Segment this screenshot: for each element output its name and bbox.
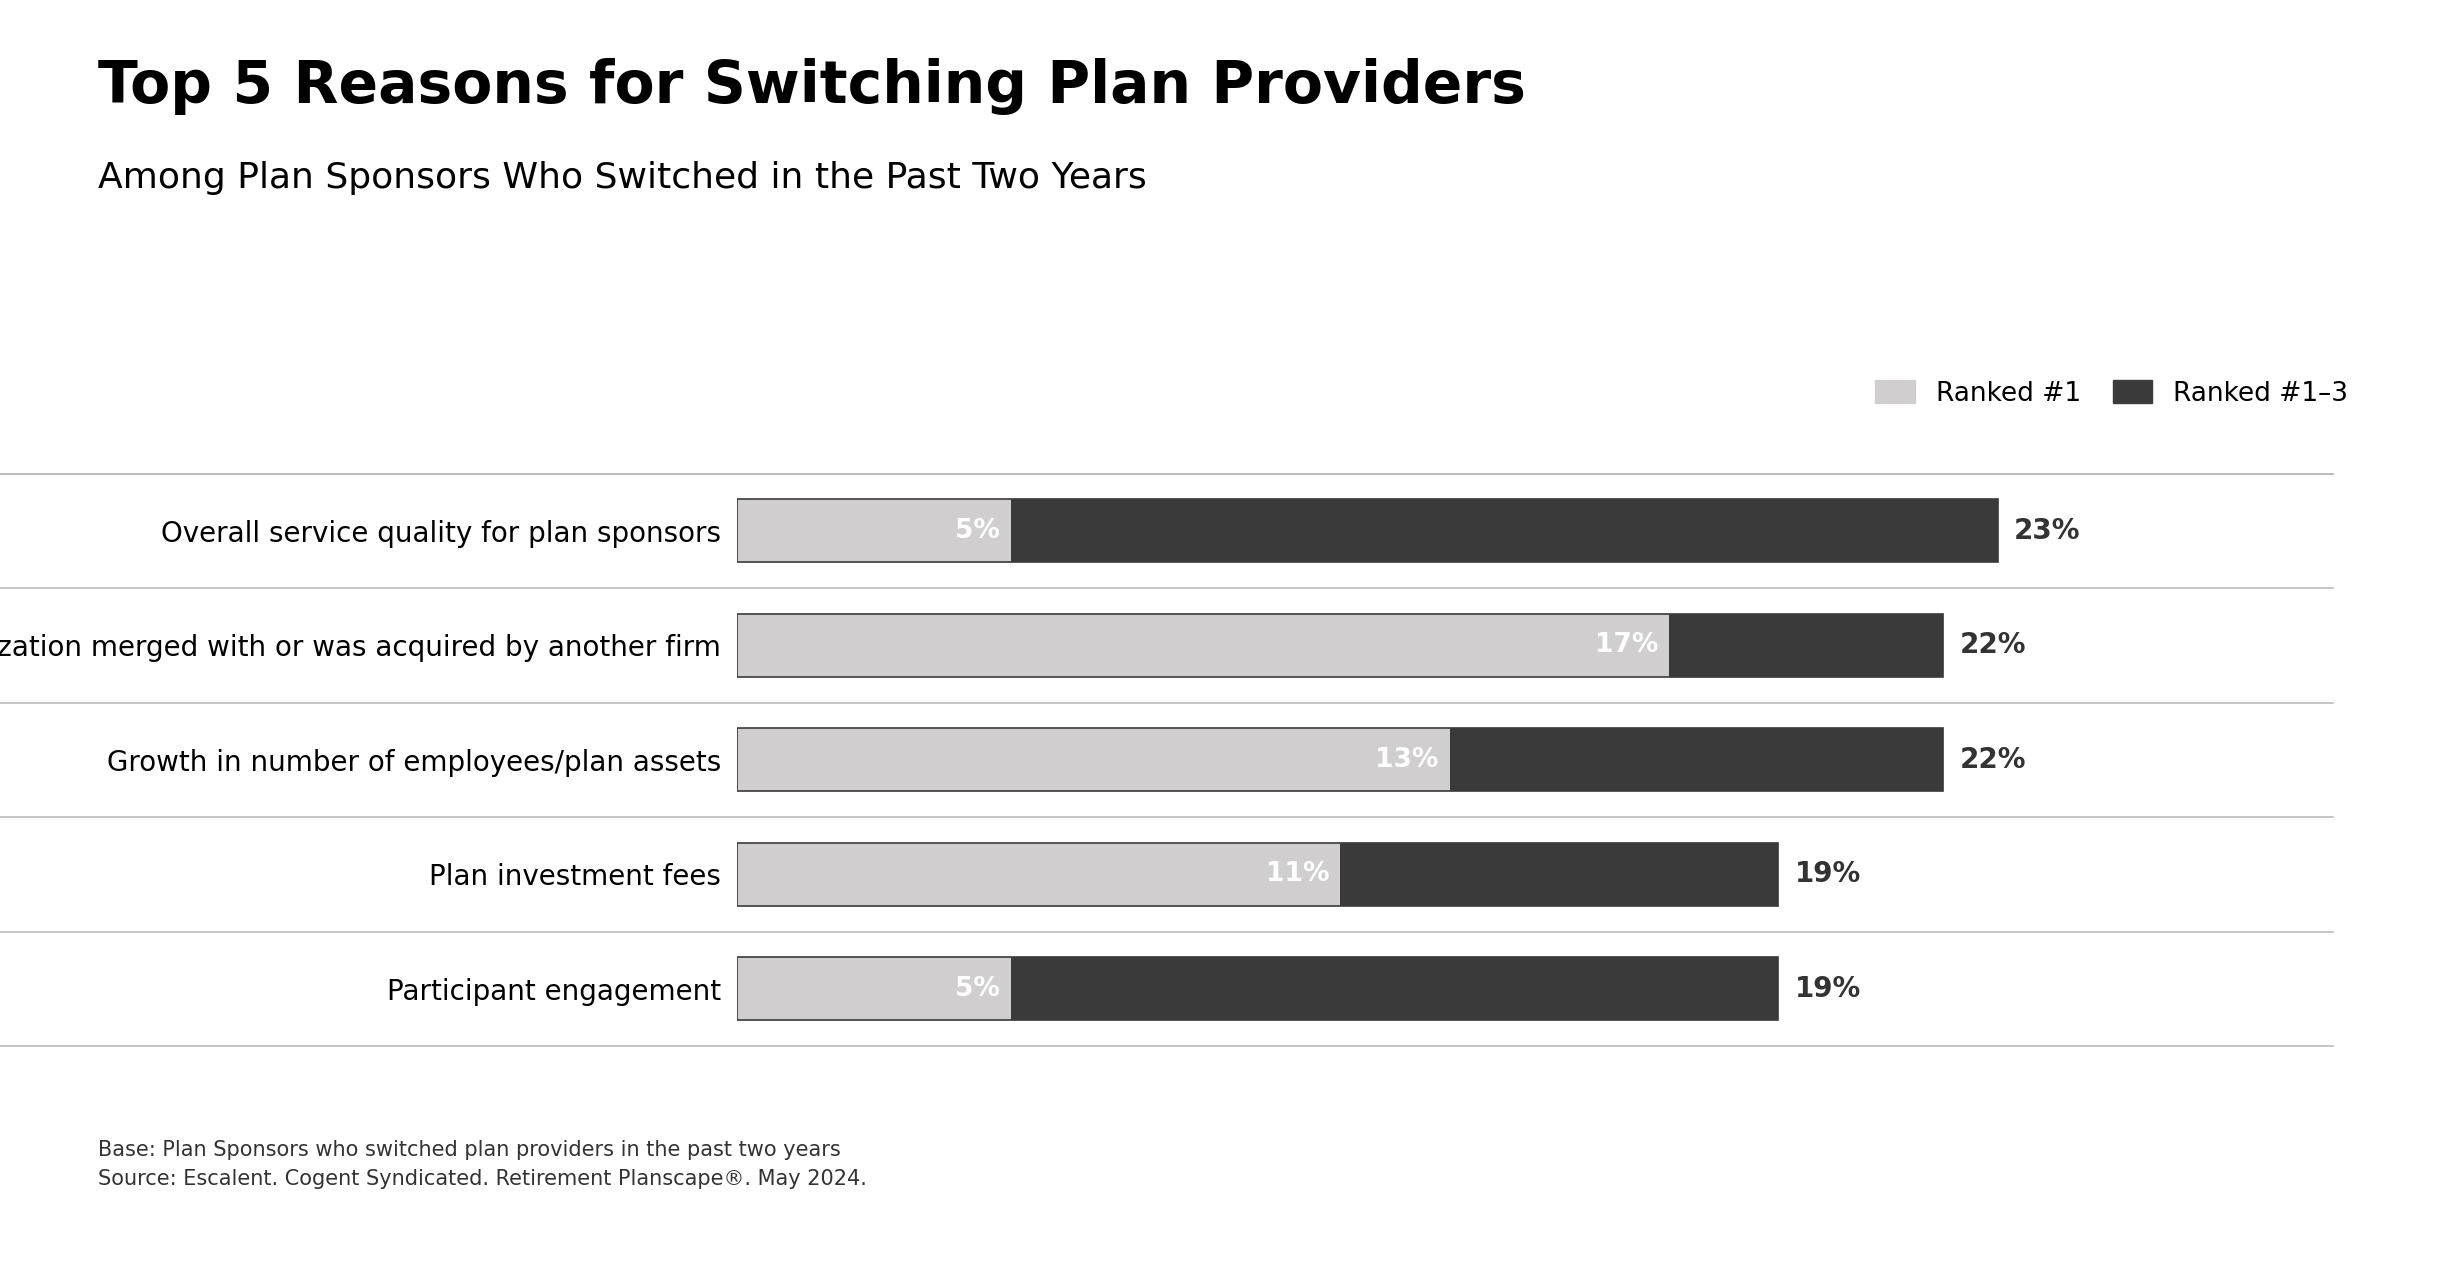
Text: 17%: 17% [1595,632,1658,658]
Text: 19%: 19% [1796,975,1862,1003]
Bar [737,614,1668,677]
Bar [737,500,1998,563]
Text: 11%: 11% [1265,862,1329,887]
Text: 13%: 13% [1376,747,1440,773]
Text: 23%: 23% [2015,516,2081,545]
Legend: Ranked #1, Ranked #1–3: Ranked #1, Ranked #1–3 [1875,380,2349,407]
Bar [737,842,1779,905]
Bar [737,957,1012,1020]
Bar [737,842,1339,905]
Bar [737,500,1012,563]
Bar [737,729,1943,791]
Text: Base: Plan Sponsors who switched plan providers in the past two years
Source: Es: Base: Plan Sponsors who switched plan pr… [98,1140,867,1190]
Text: 22%: 22% [1958,746,2027,774]
Text: 22%: 22% [1958,631,2027,659]
Text: 5%: 5% [956,976,1000,1002]
Bar [737,957,1779,1020]
Bar [737,729,1450,791]
Text: 5%: 5% [956,518,1000,544]
Bar [737,614,1943,677]
Text: Among Plan Sponsors Who Switched in the Past Two Years: Among Plan Sponsors Who Switched in the … [98,161,1147,194]
Text: 19%: 19% [1796,860,1862,889]
Text: Top 5 Reasons for Switching Plan Providers: Top 5 Reasons for Switching Plan Provide… [98,58,1526,115]
